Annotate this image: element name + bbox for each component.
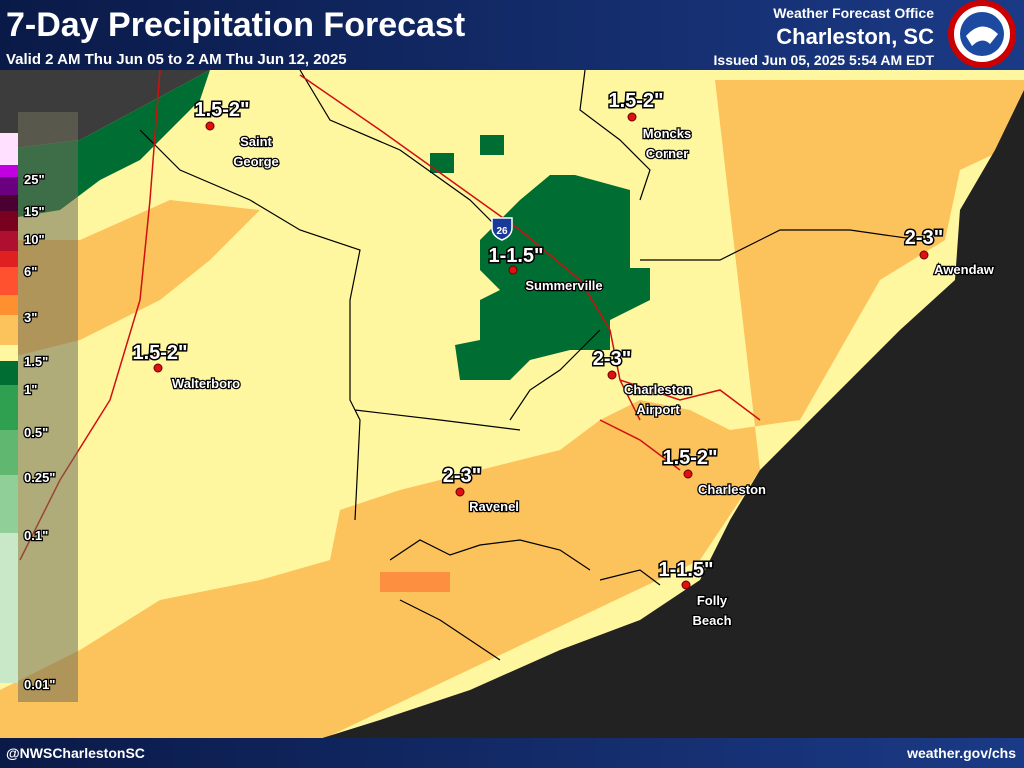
amount-label: 1.5-2" xyxy=(608,90,663,112)
location-dot xyxy=(153,363,163,373)
legend-label: 15" xyxy=(24,204,45,219)
amount-label: 1.5-2" xyxy=(132,342,187,364)
valid-time: Valid 2 AM Thu Jun 05 to 2 AM Thu Jun 12… xyxy=(6,51,347,68)
location-dot xyxy=(455,487,465,497)
map-fill xyxy=(0,60,1024,750)
issued-time: Issued Jun 05, 2025 5:54 AM EDT xyxy=(714,52,935,68)
location-dot xyxy=(683,469,693,479)
header-bar xyxy=(0,0,1024,70)
office-label: Weather Forecast Office xyxy=(773,5,934,21)
amount-label: 2-3" xyxy=(443,465,481,487)
legend: 25" 15" 10" 6" 3" 1.5" 1" 0.5" 0.25" 0.1… xyxy=(0,112,78,702)
footer-bar xyxy=(0,738,1024,768)
amount-label: 1.5-2" xyxy=(662,447,717,469)
amount-label: 1-1.5" xyxy=(488,245,543,267)
office: Charleston, SC xyxy=(776,24,934,49)
amount-label: 1.5-2" xyxy=(194,99,249,121)
amount-label: 1-1.5" xyxy=(658,559,713,581)
city-label: Beach xyxy=(692,613,731,628)
legend-label: 1" xyxy=(24,382,37,397)
legend-label: 1.5" xyxy=(24,354,48,369)
legend-label: 0.25" xyxy=(24,470,55,485)
city-label: Awendaw xyxy=(934,262,995,277)
legend-label: 0.01" xyxy=(24,677,55,692)
location-dot xyxy=(607,370,617,380)
legend-label: 25" xyxy=(24,172,45,187)
city-label: Charleston xyxy=(624,382,692,397)
title: 7-Day Precipitation Forecast xyxy=(6,6,465,44)
amount-label: 2-3" xyxy=(593,348,631,370)
city-label: Corner xyxy=(646,146,689,161)
location-dot xyxy=(919,250,929,260)
amount-label: 2-3" xyxy=(905,227,943,249)
city-label: Airport xyxy=(636,402,680,417)
highway-number: 26 xyxy=(496,226,508,237)
city-label: Charleston xyxy=(698,482,766,497)
location-dot xyxy=(681,580,691,590)
location-dot xyxy=(508,265,518,275)
legend-label: 3" xyxy=(24,310,37,325)
nws-logo xyxy=(948,0,1016,68)
legend-label: 6" xyxy=(24,264,37,279)
city-label: Ravenel xyxy=(469,499,519,514)
city-label: George xyxy=(233,154,279,169)
location-dot xyxy=(205,121,215,131)
highway-shield: 26 xyxy=(491,217,513,241)
city-label: Moncks xyxy=(643,126,691,141)
legend-label: 0.1" xyxy=(24,528,48,543)
footer-handle: @NWSCharlestonSC xyxy=(6,745,145,761)
legend-label: 10" xyxy=(24,232,45,247)
city-label: Saint xyxy=(240,134,272,149)
locations: 1.5-2" Saint George 1.5-2" Moncks Corner 1-1.5… xyxy=(131,89,996,630)
city-label: Summerville xyxy=(525,278,602,293)
legend-label: 0.5" xyxy=(24,425,48,440)
footer-url: weather.gov/chs xyxy=(906,745,1016,761)
city-label: Walterboro xyxy=(172,376,240,391)
city-label: Folly xyxy=(697,593,728,608)
location-dot xyxy=(627,112,637,122)
